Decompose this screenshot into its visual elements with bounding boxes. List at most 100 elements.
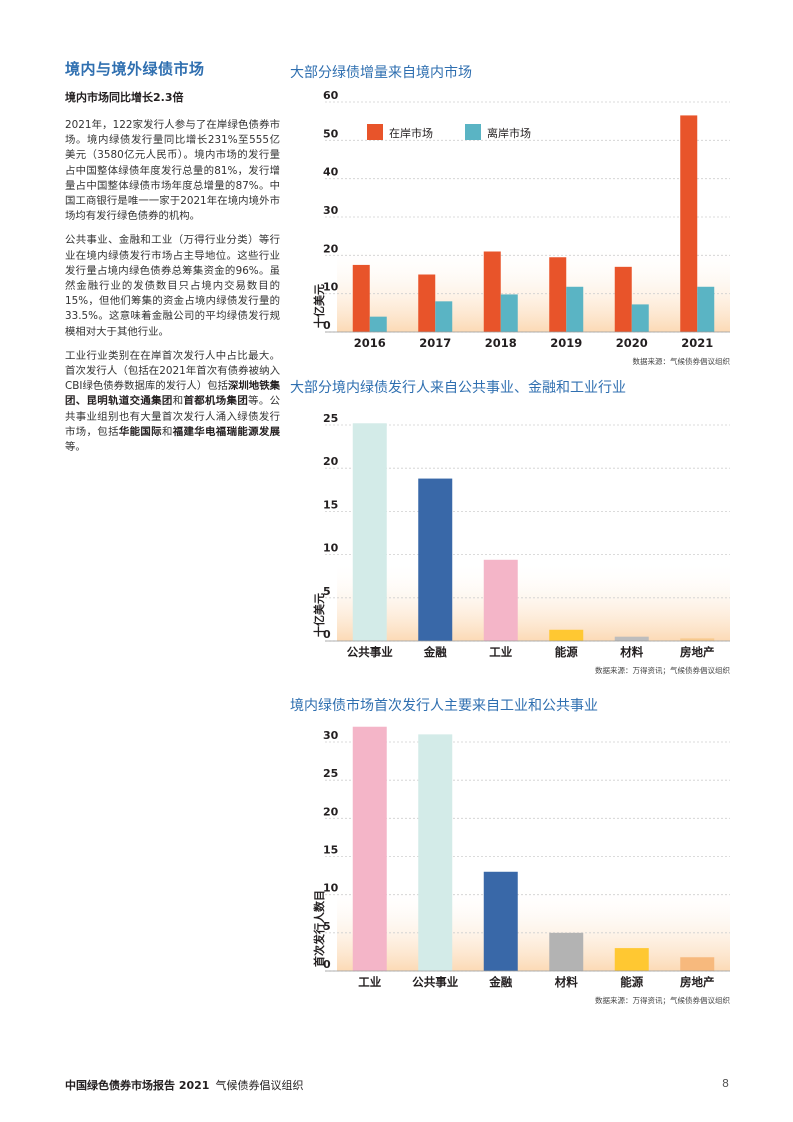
y-tick-label: 0 [323,628,331,641]
y-axis-label: 首次发行人数目 [312,890,326,967]
bar-onshore [680,115,698,333]
p3-text: 和 [161,425,173,438]
x-tick-label: 2021 [681,336,713,350]
paragraph-2: 公共事业、金融和工业（万得行业分类）等行业在境内绿债发行市场占主导地位。这些行业… [65,234,280,338]
bar [680,638,715,641]
x-tick-label: 2019 [550,336,582,350]
footer-org: 气候债券倡议组织 [215,1079,304,1092]
y-tick-label: 60 [323,89,339,102]
bar-offshore [566,286,584,332]
bar [549,932,584,971]
y-tick-label: 30 [323,729,339,742]
bar [614,948,649,971]
y-tick-label: 50 [323,127,339,140]
x-tick-label: 房地产 [680,645,715,659]
y-tick-label: 25 [323,412,338,425]
legend-swatch [367,124,383,140]
p3-bold-huaneng: 华能国际 [118,425,162,438]
y-tick-label: 20 [323,455,339,468]
x-tick-label: 工业 [358,975,381,989]
source-note: 数据来源：万得资讯；气候债券倡议组织 [595,665,730,675]
bar-onshore [418,274,436,332]
x-tick-label: 金融 [423,645,447,659]
bar-onshore [352,264,370,332]
section-title: 境内与境外绿债市场 [65,60,205,78]
bar [680,957,715,971]
legend-label: 离岸市场 [487,126,531,140]
bar [483,559,518,641]
y-axis-label: 十亿美元 [312,593,326,637]
bar [352,726,387,971]
plot-background [337,886,730,971]
y-tick-label: 5 [323,585,331,598]
x-tick-label: 2016 [354,336,386,350]
chart-3-title: 境内绿债市场首次发行人主要来自工业和公共事业 [290,698,598,714]
x-tick-label: 公共事业 [412,975,458,989]
y-tick-label: 15 [323,498,338,511]
legend-swatch [465,124,481,140]
footer: 中国绿色债券市场报告 2021 气候债券倡议组织 [65,1077,303,1093]
y-tick-label: 20 [323,242,339,255]
bar [418,734,453,971]
x-tick-label: 2018 [485,336,517,350]
x-tick-label: 能源 [555,645,578,659]
bar-onshore [549,257,567,332]
p3-text: 工业行业类别在在岸首次发行人中占比最大。首次发行人（包括在2021年首次有债券被… [65,349,280,393]
y-tick-label: 10 [323,882,339,895]
bar [483,871,518,971]
y-tick-label: 25 [323,767,338,780]
paragraph-1: 2021年，122家发行人参与了在岸绿色债券市场。境内绿债发行量同比增长231%… [65,119,280,223]
page-number: 8 [722,1077,729,1090]
bar-offshore [631,304,649,332]
p3-text: 等。 [65,441,86,454]
y-tick-label: 0 [323,319,331,332]
bar-onshore [614,266,632,332]
y-tick-label: 5 [323,920,331,933]
y-tick-label: 40 [323,166,339,179]
bar-offshore [435,301,453,332]
bar-offshore [369,316,387,332]
chart-1-title: 大部分绿债增量来自境内市场 [290,65,472,81]
x-tick-label: 金融 [488,975,512,989]
x-tick-label: 房地产 [680,975,715,989]
x-tick-label: 2020 [616,336,648,350]
bar-offshore [500,294,518,332]
x-tick-label: 2017 [419,336,451,350]
bar-onshore [483,251,501,332]
chart-1-onshore-offshore: 0 10 20 30 40 50 60 十亿美元 2016 2017 2018 2019 2020 202… [312,89,731,366]
legend-label: 在岸市场 [389,126,433,140]
bar-offshore [697,286,715,332]
p3-bold-fujian: 福建华电福瑞能源发展 [172,425,281,438]
p3-text: 等。公共事业组别也有大量首次发行人涌入绿债发行市场，包括 [65,395,281,438]
y-tick-label: 20 [323,805,339,818]
p3-bold-issuers: 深圳地铁集团、昆明轨道交通集团 [65,380,280,408]
source-note: 数据来源：万得资讯；气候债券倡议组织 [595,995,730,1005]
left-column: 境内与境外绿债市场 境内市场同比增长2.3倍 2021年，122家发行人参与了在… [65,58,280,464]
bar [352,423,387,641]
p3-bold-airport: 首都机场集团 [183,395,249,408]
footer-report-title: 中国绿色债券市场报告 2021 [65,1079,210,1092]
y-tick-label: 30 [323,204,339,217]
p3-text: 和 [172,395,184,408]
y-tick-label: 0 [323,958,331,971]
x-tick-label: 材料 [555,975,578,989]
x-tick-label: 能源 [620,975,643,989]
bar [549,629,584,641]
source-note: 数据来源：气候债券倡议组织 [633,356,731,366]
bar [614,636,649,641]
plot-background [337,246,730,332]
y-axis-label: 十亿美元 [312,284,326,328]
bar [418,478,453,641]
chart-2-title: 大部分境内绿债发行人来自公共事业、金融和工业行业 [290,380,626,396]
plot-background [337,561,730,641]
y-tick-label: 10 [323,281,339,294]
x-tick-label: 工业 [489,645,512,659]
x-tick-label: 材料 [620,645,643,659]
y-tick-label: 15 [323,844,338,857]
paragraph-3: 工业行业类别在在岸首次发行人中占比最大。首次发行人（包括在2021年首次有债券被… [65,349,280,455]
sub-title: 境内市场同比增长2.3倍 [65,91,184,104]
y-tick-label: 10 [323,542,339,555]
x-tick-label: 公共事业 [347,645,393,659]
